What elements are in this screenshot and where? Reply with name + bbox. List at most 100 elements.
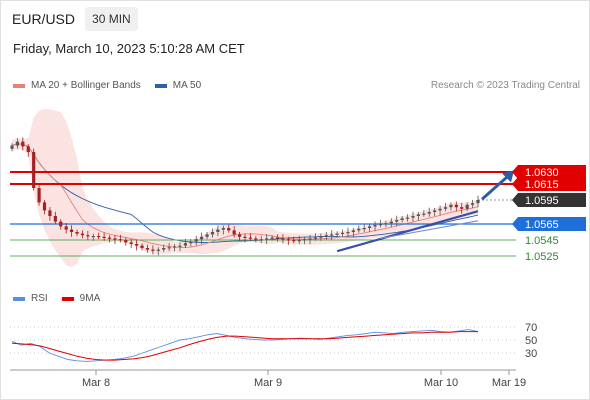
candle-body: [53, 216, 57, 222]
candle-body: [21, 141, 25, 147]
level-label-support-2-text: 1.0525: [525, 251, 559, 263]
candle-body: [443, 207, 448, 209]
candle-body: [145, 248, 150, 250]
x-tick-label-1: Mar 9: [254, 377, 282, 389]
candle-body: [438, 208, 442, 211]
candle-body: [42, 202, 47, 211]
level-label-resistance-1-text: 1.0630: [525, 167, 559, 179]
legend-swatch-rsi: [13, 296, 25, 301]
rsi-tick-50: 50: [525, 335, 537, 347]
candle-body: [97, 236, 101, 238]
candle-body: [64, 226, 68, 230]
candle-body: [129, 242, 133, 244]
legend-item-rsi: RSI: [13, 293, 48, 304]
bollinger-band: [12, 109, 478, 268]
candle-body: [91, 236, 95, 238]
trendline-upper: [380, 220, 479, 239]
candle-body: [15, 141, 20, 146]
legend-swatch-ma20: [13, 83, 25, 88]
candle-body: [416, 214, 420, 216]
candle-body: [422, 213, 426, 215]
candle-body: [281, 238, 285, 240]
legend-label-rsi: RSI: [31, 293, 48, 304]
level-label-resistance-2-text: 1.0615: [525, 179, 559, 191]
candle-body: [259, 239, 263, 241]
candle-body: [465, 204, 469, 209]
x-tick-label-3: Mar 19: [492, 377, 526, 389]
legend-item-ma50: MA 50: [154, 80, 202, 91]
candle-body: [476, 200, 480, 204]
candle-body: [151, 249, 155, 251]
legend-swatch-9ma: [61, 296, 74, 301]
level-label-pivot-bg: [512, 217, 586, 231]
candle-body: [357, 228, 361, 231]
candle-body: [373, 224, 377, 227]
timeframe-button[interactable]: 30 MIN: [85, 7, 138, 31]
legend-label-ma20: MA 20 + Bollinger Bands: [31, 80, 141, 91]
level-label-resistance-1: 1.0630: [512, 165, 586, 179]
candle-body: [454, 204, 458, 208]
level-label-resistance-2-bg: [512, 177, 586, 191]
candle-body: [194, 239, 198, 242]
header: EUR/USD 30 MIN: [6, 6, 138, 32]
candle-body: [449, 204, 453, 208]
candle-body: [324, 235, 328, 237]
candle-body: [10, 145, 14, 149]
price-legend: MA 20 + Bollinger Bands MA 50: [13, 80, 215, 91]
candle-body: [210, 232, 215, 235]
rsi-line: [11, 329, 479, 362]
candle-body: [70, 229, 74, 232]
candle-body: [135, 244, 139, 246]
rsi-9ma-line: [11, 331, 478, 361]
candle-body: [107, 237, 112, 239]
copyright-label: Research © 2023 Trading Central: [430, 80, 580, 91]
candle-body: [205, 234, 209, 237]
level-label-pivot-text: 1.0565: [525, 219, 559, 231]
candle-body: [308, 238, 312, 240]
candle-body: [460, 207, 464, 209]
candle-body: [275, 237, 280, 239]
candle-body: [80, 233, 85, 236]
candle-body: [395, 220, 399, 222]
candle-body: [189, 241, 193, 244]
symbol-label[interactable]: EUR/USD: [12, 11, 76, 27]
legend-label-ma50: MA 50: [172, 80, 202, 91]
candle-body: [227, 228, 231, 231]
legend-item-9ma: 9MA: [61, 293, 100, 304]
candle-body: [389, 221, 393, 224]
rsi-tick-70: 70: [525, 322, 537, 334]
x-tick-label-2: Mar 10: [424, 377, 458, 389]
candle-body: [32, 152, 36, 188]
candle-body: [37, 188, 41, 203]
rsi-tick-30: 30: [525, 348, 537, 360]
candle-body: [124, 240, 128, 243]
candle-body: [362, 228, 366, 230]
candle-body: [292, 240, 296, 242]
candle-body: [118, 239, 122, 241]
datetime-label: Friday, March 10, 2023 5:10:28 AM CET: [13, 41, 245, 56]
x-tick-label-0: Mar 8: [82, 377, 110, 389]
candle-body: [405, 217, 410, 219]
candle-body: [178, 245, 182, 247]
candle-body: [378, 224, 383, 226]
trendline-lower: [336, 210, 479, 253]
candle-body: [270, 237, 274, 239]
legend-item-ma20: MA 20 + Bollinger Bands: [13, 80, 141, 91]
candle-body: [319, 236, 323, 238]
candle-body: [162, 248, 166, 250]
level-label-support-1: 1.0545: [525, 235, 559, 247]
level-label-support-1-text: 1.0545: [525, 235, 559, 247]
candle-body: [254, 238, 258, 240]
candle-body: [140, 245, 144, 248]
candle-body: [400, 218, 404, 220]
candle-body: [216, 229, 220, 232]
candle-body: [167, 247, 171, 249]
candle-body: [237, 234, 242, 237]
candle-body: [102, 236, 106, 238]
level-label-last: 1.0595: [512, 193, 586, 207]
candle-body: [86, 235, 90, 237]
forecast-arrow-head: [502, 170, 514, 183]
candle-body: [113, 238, 117, 240]
level-label-resistance-1-bg: [512, 165, 586, 179]
